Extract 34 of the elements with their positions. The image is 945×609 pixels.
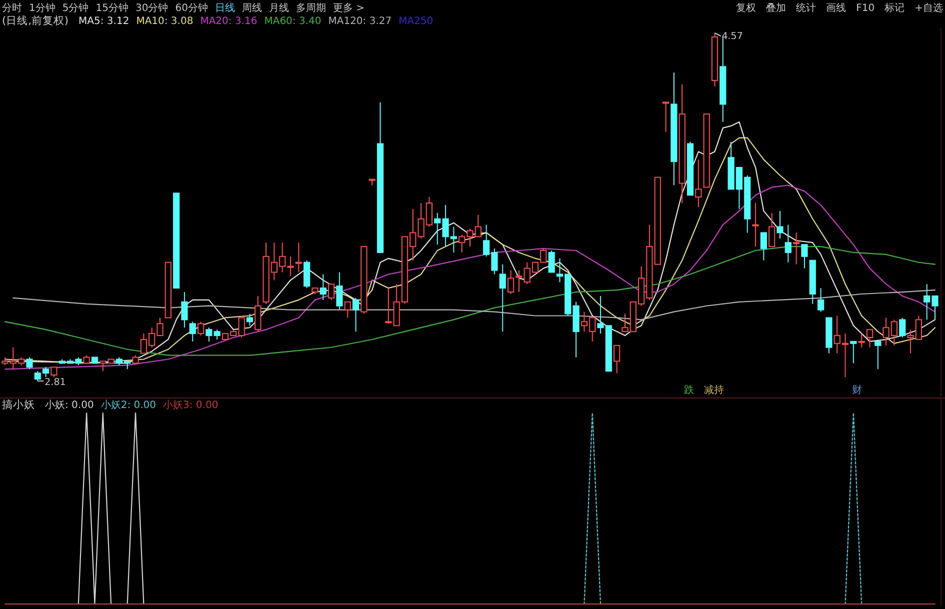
text: 统计 <box>796 2 816 14</box>
text: 画线 <box>826 2 846 14</box>
text: 60分钟 <box>175 2 208 14</box>
text: 标记 <box>884 2 905 14</box>
text: 跌 <box>684 384 694 396</box>
text: MA120: 3.27 <box>328 16 392 27</box>
text: 分时 <box>2 2 22 14</box>
text: 叠加 <box>766 2 786 14</box>
text: 5分钟 <box>62 2 89 14</box>
text: MA20: 3.16 <box>200 16 258 27</box>
text: 周线 <box>242 2 262 14</box>
text: 小妖2: 0.00 <box>100 399 156 411</box>
text: MA250 <box>398 16 434 27</box>
text: 财 <box>852 384 862 396</box>
text: 减持 <box>704 384 724 396</box>
text: 复权 <box>736 2 756 14</box>
text: 30分钟 <box>135 2 168 14</box>
series-label: 小妖: 0.00 <box>45 399 94 411</box>
text: F10 <box>856 3 875 14</box>
text: MA10: 3.08 <box>136 16 194 27</box>
annotation: 2.81 <box>44 377 66 388</box>
text: 小妖3: 0.00 <box>163 399 218 411</box>
chart-title: (日线,前复权) <box>2 14 69 27</box>
annotation: 4.57 <box>722 31 743 42</box>
text: +自选 <box>914 2 943 14</box>
text: 日线 <box>214 2 235 14</box>
text: MA5: 3.12 <box>78 16 130 27</box>
chart-title: 搞小妖 <box>2 398 35 411</box>
text: 1分钟 <box>29 2 56 14</box>
text: 多周期 <box>296 2 326 14</box>
text: 更多 > <box>332 2 365 14</box>
text: 月线 <box>268 2 289 14</box>
text: MA60: 3.40 <box>264 16 322 27</box>
text: 15分钟 <box>96 2 128 14</box>
